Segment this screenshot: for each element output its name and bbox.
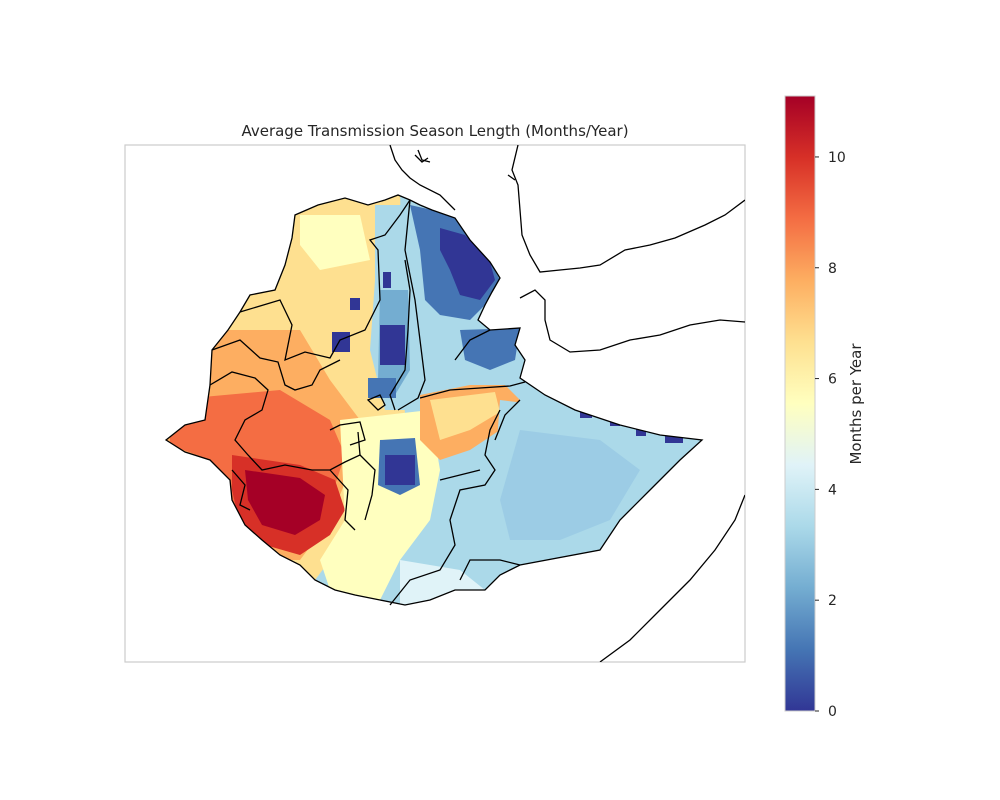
region-boundary <box>329 469 356 531</box>
region-boundary <box>494 399 521 441</box>
coastline <box>389 145 456 211</box>
region-boundary <box>389 259 411 411</box>
colorbar <box>784 95 816 712</box>
region-boundary <box>366 394 386 411</box>
colorbar-ticks: 0 2 4 6 8 10 <box>815 150 846 720</box>
region-boundary <box>454 329 491 361</box>
colorbar-tick-label: 2 <box>828 593 837 609</box>
colorbar-tick-label: 6 <box>828 372 837 388</box>
colorbar-label: Months per Year <box>847 343 865 465</box>
chart-title: Average Transmission Season Length (Mont… <box>241 122 628 140</box>
region-boundary <box>459 559 521 581</box>
region-boundary <box>209 371 361 471</box>
coastline <box>507 174 516 181</box>
region-boundary <box>419 381 526 399</box>
colorbar-tick-label: 4 <box>828 482 837 498</box>
coastline <box>511 145 745 273</box>
colorbar-tick-label: 0 <box>828 704 837 720</box>
colorbar-tick-label: 8 <box>828 261 837 277</box>
region-boundary <box>231 469 251 511</box>
region-boundary <box>211 339 341 391</box>
colorbar-tick-label: 10 <box>828 150 846 166</box>
region-boundary <box>239 199 411 362</box>
boundaries <box>164 145 745 662</box>
coastline <box>599 494 745 662</box>
coastline <box>519 289 745 353</box>
region-boundary <box>389 409 501 606</box>
coastline <box>414 154 429 163</box>
coastline <box>417 149 431 163</box>
region-boundary <box>359 454 376 521</box>
region-boundary <box>397 199 426 411</box>
region-boundary <box>329 421 366 446</box>
region-boundary <box>439 469 481 481</box>
country-outline <box>164 194 704 606</box>
